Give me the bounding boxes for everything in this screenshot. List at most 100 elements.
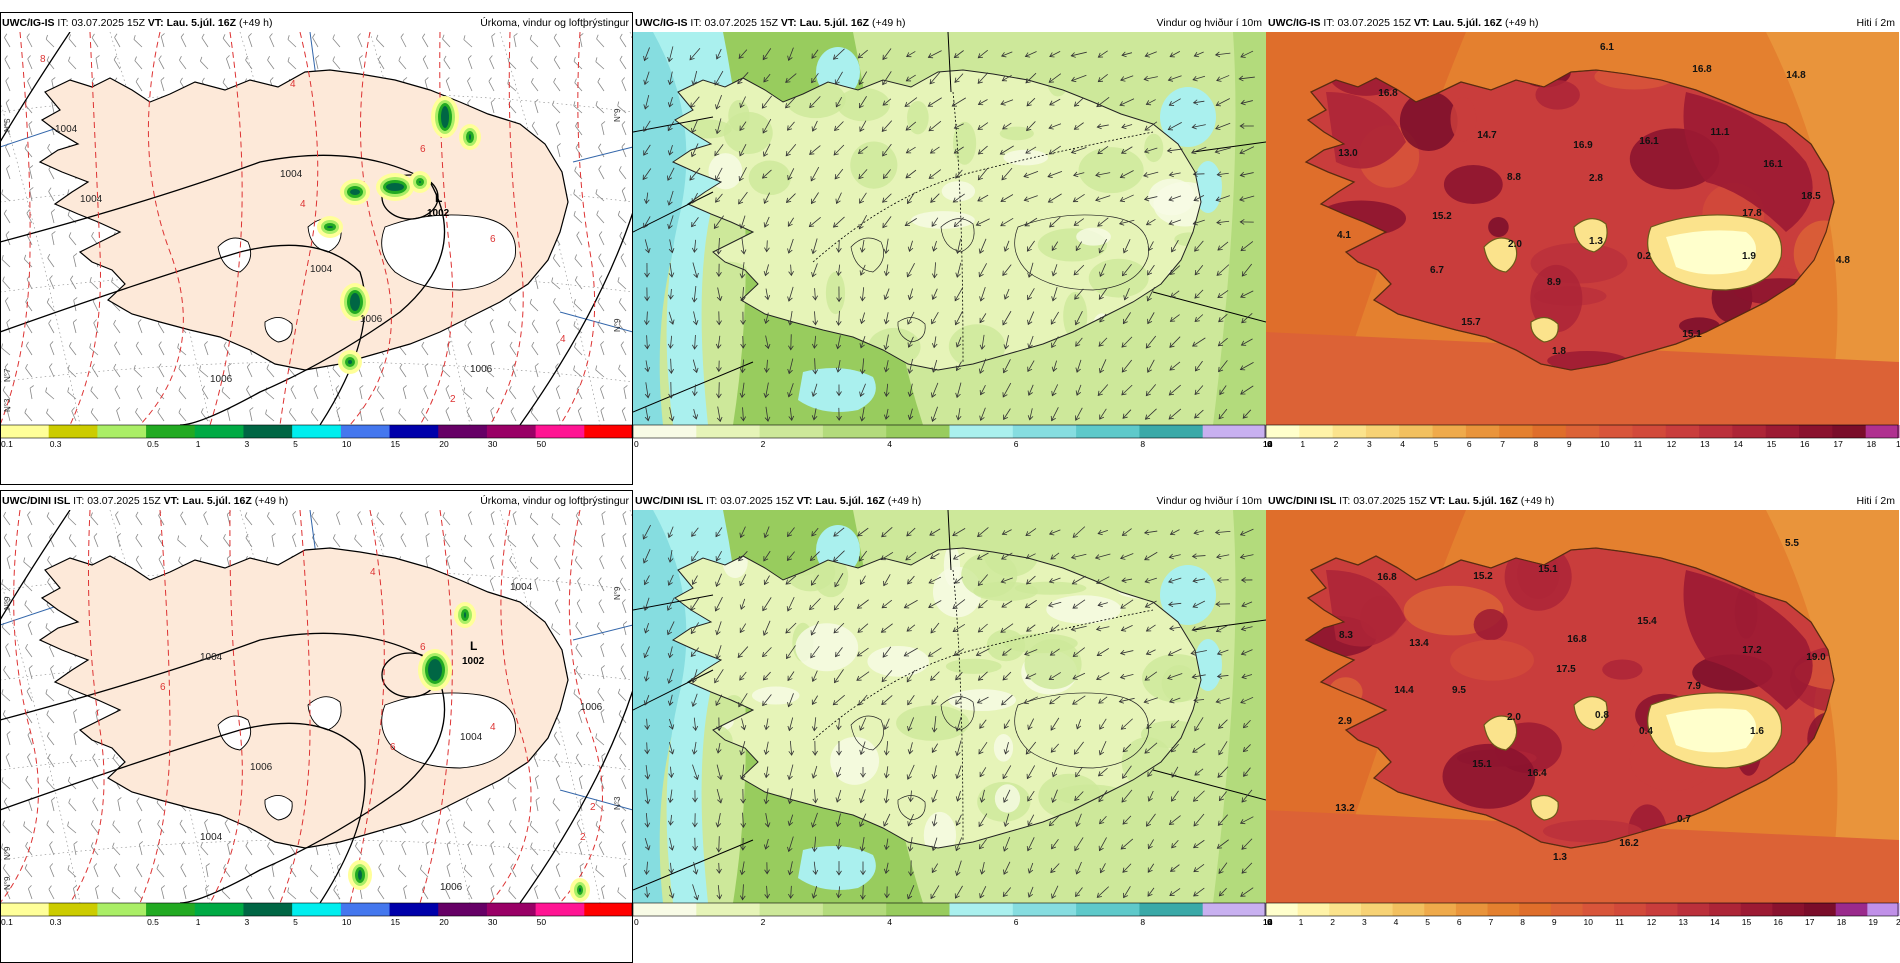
isotherm-label: 4	[560, 334, 566, 345]
colorbar-swatch	[146, 903, 195, 916]
colorbar-swatch	[97, 903, 146, 916]
colorbar-label: 14	[1733, 439, 1743, 449]
colorbar-swatch	[0, 425, 49, 438]
colorbar-swatch	[696, 903, 760, 916]
colorbar-swatch	[1266, 903, 1298, 916]
colorbar-swatch	[1266, 425, 1300, 438]
temperature-value: 11.1	[1711, 127, 1730, 138]
temperature-value: 17.5	[1556, 664, 1576, 675]
colorbar-label: 10	[1584, 917, 1594, 927]
colorbar-swatch	[1488, 903, 1520, 916]
panel-title: Hiti í 2m	[1856, 17, 1895, 29]
isotherm-label: 6	[490, 234, 496, 245]
colorbar-swatch	[390, 903, 439, 916]
colorbar-label: 11	[1633, 439, 1642, 449]
colorbar-label: 7	[1489, 917, 1494, 927]
temperature-value: 9.5	[1452, 685, 1466, 696]
colorbar-label: 16	[1800, 439, 1810, 449]
colorbar-swatch	[97, 425, 146, 438]
colorbar-swatch	[1203, 425, 1267, 438]
lead-time: (+49 h)	[1505, 17, 1539, 29]
colorbar-swatch	[341, 425, 390, 438]
temperature-value: 2.0	[1507, 712, 1521, 723]
colorbar-swatch	[584, 903, 633, 916]
colorbar-swatch	[341, 903, 390, 916]
temperature-value: 0.4	[1639, 726, 1653, 737]
colorbar-label: 19	[1896, 439, 1900, 449]
colorbar-label: 6	[1467, 439, 1472, 449]
colorbar-swatch	[633, 425, 697, 438]
colorbar-swatch	[1832, 425, 1866, 438]
low-pressure-value: 1002	[427, 208, 450, 219]
colorbar-label: 0	[634, 439, 639, 449]
colorbar-swatch	[1499, 425, 1533, 438]
colorbar-swatch	[292, 903, 341, 916]
init-time: 03.07.2025 15Z	[87, 495, 161, 507]
colorbar-swatch	[886, 425, 950, 438]
colorbar-label: 20	[439, 439, 449, 449]
panel-title: Úrkoma, vindur og loftþrýstingur	[480, 495, 629, 507]
panel-header: UWC/DINI ISL IT: 03.07.2025 15Z VT: Lau.…	[633, 490, 1266, 510]
colorbar-label: 18	[1837, 917, 1847, 927]
colorbar-swatch	[1433, 425, 1467, 438]
temperature-value: 15.4	[1637, 616, 1657, 627]
panel-header: UWC/IG-IS IT: 03.07.2025 15Z VT: Lau. 5.…	[0, 12, 633, 32]
colorbar-label: 10	[342, 917, 352, 927]
colorbar-label: 1	[1300, 439, 1305, 449]
colorbar-label: 3	[1367, 439, 1372, 449]
colorbar-label: 2	[1330, 917, 1335, 927]
colorbar-swatch	[1766, 425, 1800, 438]
colorbar-label: 0	[1267, 439, 1272, 449]
colorbar-swatch	[1076, 425, 1140, 438]
temperature-value: 8.3	[1339, 630, 1353, 641]
temperature-value: 19.0	[1806, 652, 1826, 663]
temperature-value: 15.2	[1432, 211, 1452, 222]
colorbar-swatch	[1456, 903, 1488, 916]
graticule-label: N°3	[3, 398, 12, 412]
colorbar-label: 8	[1534, 439, 1539, 449]
colorbar-swatch	[1566, 425, 1600, 438]
model-name: UWC/IG-IS	[2, 17, 55, 29]
colorbar-swatch	[1203, 903, 1267, 916]
colorbar-swatch	[1732, 425, 1766, 438]
colorbar-label: 4	[1400, 439, 1405, 449]
isotherm-label: 6	[420, 642, 426, 653]
colorbar-swatch	[438, 903, 487, 916]
temperature-value: 4.1	[1337, 230, 1351, 241]
graticule-label: N°9	[613, 586, 622, 600]
panel-header: UWC/DINI ISL IT: 03.07.2025 15Z VT: Lau.…	[0, 490, 633, 510]
isobar-label: 1004	[510, 582, 533, 593]
graticule-label: N°9	[613, 318, 622, 332]
temperature-value: 13.0	[1338, 148, 1358, 159]
isobar-label: 1004	[200, 832, 223, 843]
colorbar-swatch	[536, 903, 585, 916]
temperature-value: 13.4	[1409, 638, 1429, 649]
isotherm-label: 4	[370, 567, 376, 578]
colorbar-swatch	[823, 903, 887, 916]
model-name: UWC/DINI ISL	[635, 495, 703, 507]
temperature-value: 15.7	[1461, 317, 1481, 328]
colorbar-label: 5	[293, 439, 298, 449]
isotherm-label: 6	[420, 144, 426, 155]
colorbar-swatch	[1333, 425, 1367, 438]
colorbar-label: 0.3	[50, 439, 62, 449]
colorbar-swatch	[1614, 903, 1646, 916]
colorbar-swatch	[1666, 425, 1700, 438]
colorbar-swatch	[1013, 425, 1077, 438]
colorbar-swatch	[1076, 903, 1140, 916]
colorbar-label: 9	[1567, 439, 1572, 449]
temperature-value: 1.9	[1742, 251, 1756, 262]
colorbar-swatch	[823, 425, 887, 438]
colorbar-label: 18	[1867, 439, 1877, 449]
low-pressure-value: 1002	[462, 656, 485, 667]
colorbar-swatch	[536, 425, 585, 438]
temperature-value: 13.2	[1335, 803, 1355, 814]
colorbar-label: 15	[391, 917, 401, 927]
wind-panel-dini: UWC/DINI ISL IT: 03.07.2025 15Z VT: Lau.…	[633, 490, 1266, 962]
